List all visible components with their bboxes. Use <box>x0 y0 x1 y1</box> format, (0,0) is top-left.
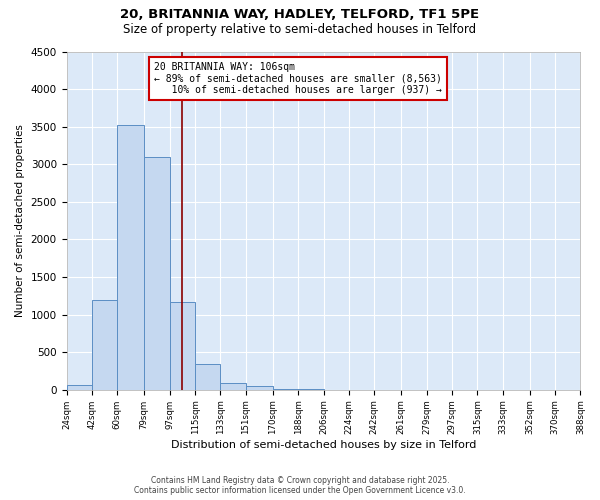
Bar <box>67 384 92 390</box>
Bar <box>195 364 220 390</box>
Y-axis label: Number of semi-detached properties: Number of semi-detached properties <box>15 124 25 317</box>
Text: Contains HM Land Registry data © Crown copyright and database right 2025.
Contai: Contains HM Land Registry data © Crown c… <box>134 476 466 495</box>
Bar <box>272 388 298 390</box>
Bar <box>170 302 195 390</box>
Text: 20, BRITANNIA WAY, HADLEY, TELFORD, TF1 5PE: 20, BRITANNIA WAY, HADLEY, TELFORD, TF1 … <box>121 8 479 20</box>
X-axis label: Distribution of semi-detached houses by size in Telford: Distribution of semi-detached houses by … <box>171 440 476 450</box>
Text: Size of property relative to semi-detached houses in Telford: Size of property relative to semi-detach… <box>124 22 476 36</box>
Bar <box>220 383 246 390</box>
Text: 20 BRITANNIA WAY: 106sqm
← 89% of semi-detached houses are smaller (8,563)
   10: 20 BRITANNIA WAY: 106sqm ← 89% of semi-d… <box>154 62 442 95</box>
Bar <box>118 125 144 390</box>
Bar <box>92 300 118 390</box>
Bar <box>144 157 170 390</box>
Bar <box>246 386 272 390</box>
